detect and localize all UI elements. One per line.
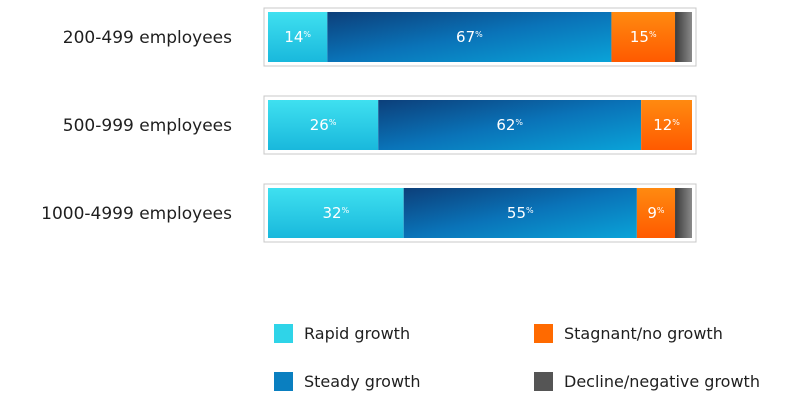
bar-segment-decline-negative-growth [675, 188, 692, 238]
bar-segment-rapid-growth [268, 100, 379, 150]
bar-segment-steady-growth [327, 12, 612, 62]
category-label: 500-999 employees [63, 116, 232, 136]
legend-swatch-rapid-growth [274, 324, 293, 343]
legend-label-decline-negative-growth: Decline/negative growth [564, 372, 760, 391]
bar-segment-steady-growth [378, 100, 642, 150]
legend-swatch-stagnant-no-growth [534, 324, 553, 343]
bar-segment-rapid-growth [268, 12, 328, 62]
bar-segment-decline-negative-growth [675, 12, 692, 62]
category-label: 1000-4999 employees [41, 204, 232, 224]
bar-segment-rapid-growth [268, 188, 404, 238]
legend-label-rapid-growth: Rapid growth [304, 324, 410, 343]
bar-segment-stagnant-no-growth [611, 12, 676, 62]
legend-label-stagnant-no-growth: Stagnant/no growth [564, 324, 723, 343]
legend-swatch-decline-negative-growth [534, 372, 553, 391]
legend-label-steady-growth: Steady growth [304, 372, 420, 391]
bar-segment-stagnant-no-growth [641, 100, 692, 150]
bar-segment-steady-growth [403, 188, 637, 238]
category-label: 200-499 employees [63, 28, 232, 48]
bar-segment-stagnant-no-growth [636, 188, 676, 238]
legend-swatch-steady-growth [274, 372, 293, 391]
